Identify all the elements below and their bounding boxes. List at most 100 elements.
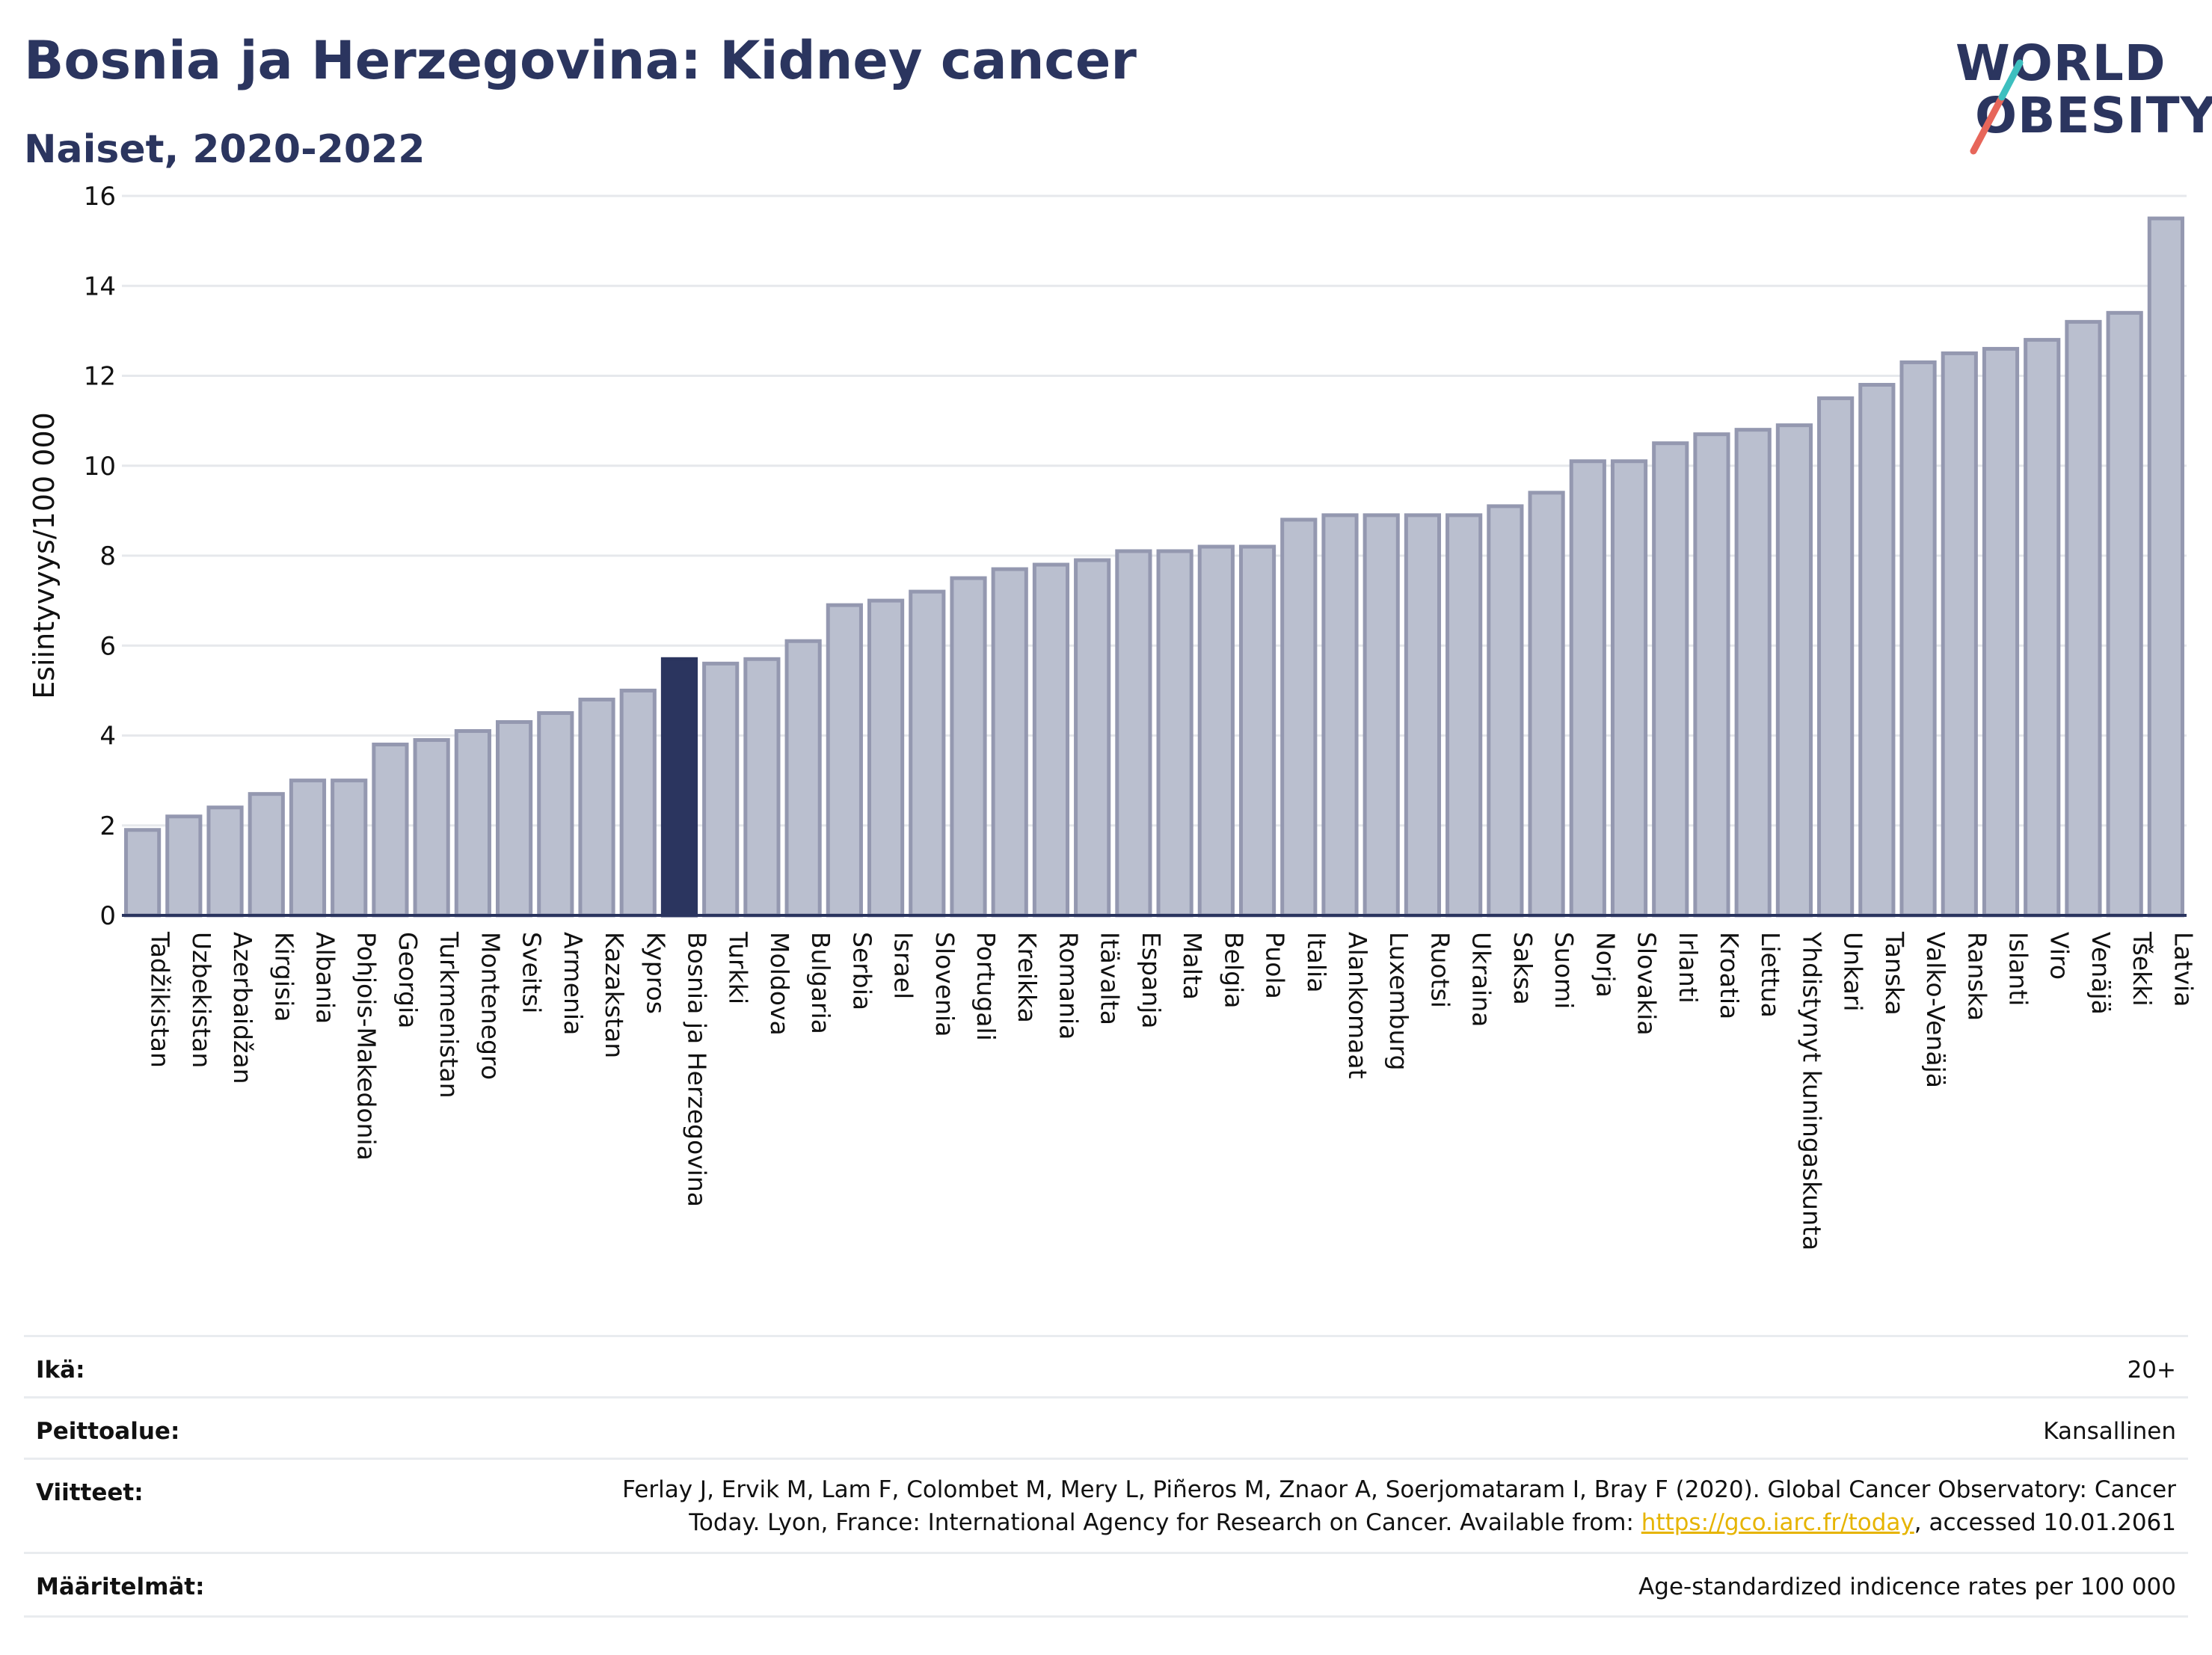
meta-row-coverage: Peittoalue: Kansallinen xyxy=(24,1396,2188,1460)
x-tick-label: Kirgisia xyxy=(269,932,298,1022)
bar xyxy=(331,779,368,918)
meta-refs-line-2-post: , accessed 10.01.2061 xyxy=(1914,1509,2176,1536)
x-tick-label: Islanti xyxy=(2004,932,2033,1006)
x-tick-label: Armenia xyxy=(559,932,588,1035)
bar xyxy=(702,661,740,918)
meta-refs-value: Ferlay J, Ervik M, Lam F, Colombet M, Me… xyxy=(622,1473,2176,1539)
category-labels: Tadžikistan Uzbekistan Azerbaidžan Kirgisia… xyxy=(146,931,2199,1250)
chart-title: Bosnia ja Herzegovina: Kidney cancer xyxy=(24,30,1137,91)
meta-refs-line-2-pre: Today. Lyon, France: International Agenc… xyxy=(689,1509,1641,1536)
x-tick-label: Valko-Venäjä xyxy=(1921,932,1950,1088)
bar xyxy=(1321,513,1359,918)
x-tick-label: Venäjä xyxy=(2086,932,2116,1015)
x-tick-label: Ranska xyxy=(1962,932,1991,1021)
x-tick-label: Turkki xyxy=(724,931,753,1004)
bar xyxy=(1569,459,1606,918)
logo-line-1: WORLD xyxy=(1956,34,2166,92)
bar xyxy=(1032,562,1070,918)
meta-row-references: Viitteet: Ferlay J, Ervik M, Lam F, Colo… xyxy=(24,1458,2188,1554)
x-tick-label: Kroatia xyxy=(1715,932,1744,1019)
x-tick-label: Norja xyxy=(1591,932,1620,998)
bar xyxy=(2106,310,2143,918)
x-tick-label: Slovenia xyxy=(930,932,959,1037)
x-tick-label: Moldova xyxy=(765,932,794,1036)
x-tick-label: Uzbekistan xyxy=(187,932,216,1068)
chart-subtitle: Naiset, 2020-2022 xyxy=(24,127,425,172)
bar xyxy=(909,589,946,918)
bar xyxy=(1238,544,1276,918)
x-tick-label: Albania xyxy=(310,932,340,1024)
meta-age-value: 20+ xyxy=(2127,1357,2176,1384)
meta-refs-line-2: Today. Lyon, France: International Agenc… xyxy=(622,1506,2176,1539)
y-tick-label: 2 xyxy=(99,811,116,841)
x-tick-label: Georgia xyxy=(393,932,423,1028)
bar xyxy=(950,576,987,918)
bar xyxy=(537,710,574,918)
meta-refs-label: Viitteet: xyxy=(36,1479,144,1506)
logo-line-2: OBESITY xyxy=(1975,87,2212,144)
bar xyxy=(826,603,863,918)
x-tick-label: Azerbaidžan xyxy=(228,932,257,1084)
bar xyxy=(165,814,203,918)
x-tick-label: Unkari xyxy=(1839,932,1868,1012)
x-tick-label: Bulgaria xyxy=(806,932,835,1034)
bar xyxy=(454,728,491,918)
y-tick-label: 0 xyxy=(99,901,116,931)
meta-defs-label: Määritelmät: xyxy=(36,1573,205,1600)
bar xyxy=(743,657,781,918)
bar xyxy=(2065,319,2102,918)
y-tick-label: 16 xyxy=(84,182,116,212)
bar xyxy=(289,779,327,918)
bar xyxy=(1156,549,1193,918)
axes: 0 2 4 6 8 10 12 14 16 xyxy=(84,182,2187,931)
bar xyxy=(784,639,822,918)
x-tick-label: Tšekki xyxy=(2127,931,2157,1007)
bar xyxy=(1404,513,1442,918)
x-tick-label: Tadžikistan xyxy=(146,931,175,1068)
bar xyxy=(1528,491,1565,918)
x-tick-label: Kypros xyxy=(641,932,670,1014)
bar xyxy=(206,805,244,918)
bar xyxy=(124,828,162,918)
bar xyxy=(1693,432,1730,918)
bar xyxy=(248,792,285,918)
x-tick-label: Sveitsi xyxy=(517,932,547,1013)
x-tick-label: Suomi xyxy=(1549,932,1579,1009)
x-tick-label: Luxemburg xyxy=(1384,932,1413,1070)
x-tick-label: Viro xyxy=(2045,932,2074,980)
x-tick-label: Liettua xyxy=(1756,932,1785,1018)
meta-refs-link[interactable]: https://gco.iarc.fr/today xyxy=(1641,1509,1914,1536)
x-tick-label: Portugali xyxy=(971,932,1001,1041)
bar xyxy=(496,719,533,918)
meta-refs-line-1: Ferlay J, Ervik M, Lam F, Colombet M, Me… xyxy=(622,1476,2176,1503)
x-tick-label: Italia xyxy=(1302,932,1331,992)
bar xyxy=(1982,346,2020,918)
bar xyxy=(2147,216,2184,918)
meta-age-label: Ikä: xyxy=(36,1357,85,1384)
world-obesity-logo: WORLD OBESITY xyxy=(1956,34,2212,159)
x-tick-label: Tanska xyxy=(1880,931,1909,1016)
bar xyxy=(619,688,657,918)
x-tick-label: Belgia xyxy=(1219,932,1248,1008)
logo-slash-icon xyxy=(1970,59,2024,155)
bar xyxy=(1652,441,1689,918)
bar xyxy=(1858,383,1896,918)
x-tick-label: Saksa xyxy=(1508,932,1537,1005)
y-tick-label: 6 xyxy=(99,631,116,661)
bar xyxy=(1941,351,1978,918)
bar xyxy=(991,567,1028,918)
bar xyxy=(1074,558,1111,918)
y-tick-label: 8 xyxy=(99,541,116,571)
bar xyxy=(1115,549,1152,918)
x-tick-label: Israel xyxy=(889,932,918,999)
bar xyxy=(1487,504,1524,918)
x-tick-label: Yhdistynyt kuningaskunta xyxy=(1797,931,1826,1250)
x-tick-label: Malta xyxy=(1178,932,1207,1000)
meta-row-definitions: Määritelmät: Age-standardized indicence … xyxy=(24,1552,2188,1618)
bar xyxy=(578,697,615,918)
bar xyxy=(1197,544,1235,918)
bar xyxy=(1775,423,1813,918)
x-tick-label: Romania xyxy=(1054,932,1083,1040)
bars xyxy=(124,216,2184,918)
bar xyxy=(2024,337,2061,918)
